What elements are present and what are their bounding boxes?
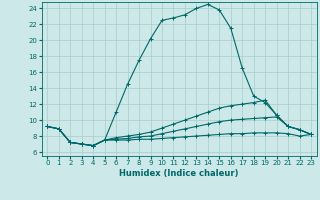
X-axis label: Humidex (Indice chaleur): Humidex (Indice chaleur)	[119, 169, 239, 178]
